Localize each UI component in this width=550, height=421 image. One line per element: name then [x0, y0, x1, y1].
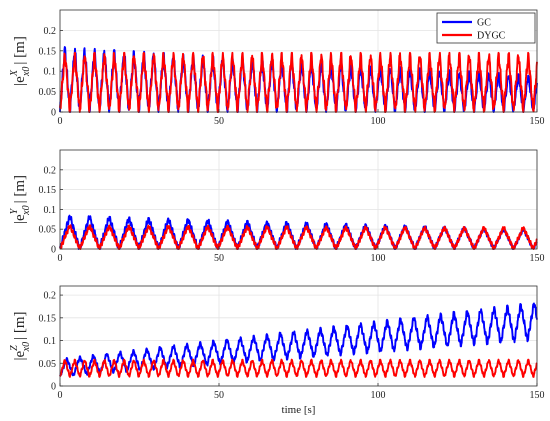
x-tick-label: 50 — [214, 390, 224, 401]
legend-label-dygc: DYGC — [477, 31, 506, 42]
y-tick-label: 0.1 — [44, 336, 57, 347]
y-tick-label: 0 — [51, 245, 56, 256]
y-tick-label: 0.2 — [44, 291, 57, 302]
series-line-dygc — [59, 224, 538, 250]
panel-1: 0 0.05 0.1 0.15 0.2 0 50 100 150 |eXx0| [m] GC DYGC — [9, 9, 545, 127]
y-tick-label: 0 — [51, 382, 56, 393]
legend-box — [436, 12, 536, 44]
panel-2: 0 0.05 0.1 0.15 0.2 0 50 100 150 |eYx0| [m] — [9, 149, 545, 264]
y-tick-label: 0.15 — [39, 46, 57, 57]
x-tick-label: 100 — [371, 390, 386, 401]
x-tick-label: 50 — [214, 116, 224, 127]
legend: GC DYGC — [436, 12, 536, 44]
y-tick-label: 0.1 — [44, 205, 57, 216]
y-tick-label: 0.15 — [39, 313, 57, 324]
y-tick-label: 0.2 — [44, 165, 57, 176]
x-tick-label: 150 — [530, 116, 545, 127]
panel-3: 0 0.05 0.1 0.15 0.2 0 50 100 150 |eZx0| [m] — [9, 285, 545, 401]
y-axis-label: |eYx0| [m] — [9, 175, 32, 224]
series-line-dygc — [59, 51, 538, 113]
y-tick-label: 0.05 — [39, 359, 57, 370]
y-tick-label: 0.15 — [39, 185, 57, 196]
axes-box — [59, 149, 538, 250]
y-tick-label: 0.05 — [39, 87, 57, 98]
y-tick-label: 0.05 — [39, 225, 57, 236]
y-tick-label: 0.1 — [44, 67, 57, 78]
y-axis-label: |eXx0| [m] — [9, 36, 32, 86]
series-line-dygc — [59, 358, 538, 378]
y-tick-label: 0 — [51, 108, 56, 119]
x-tick-label: 150 — [530, 390, 545, 401]
y-tick-label: 0.2 — [44, 26, 57, 37]
plot-area — [60, 150, 537, 249]
y-axis-label: |eZx0| [m] — [9, 311, 32, 360]
x-tick-label: 50 — [214, 253, 224, 264]
x-axis-label: time [s] — [282, 404, 316, 416]
x-tick-label: 150 — [530, 253, 545, 264]
axes-box — [59, 285, 538, 387]
x-tick-label: 0 — [58, 390, 63, 401]
series-line-gc — [59, 302, 538, 377]
legend-label-gc: GC — [477, 18, 491, 29]
x-tick-label: 100 — [371, 116, 386, 127]
axes-box — [59, 9, 538, 113]
x-tick-label: 100 — [371, 253, 386, 264]
x-tick-label: 0 — [58, 116, 63, 127]
x-tick-label: 0 — [58, 253, 63, 264]
